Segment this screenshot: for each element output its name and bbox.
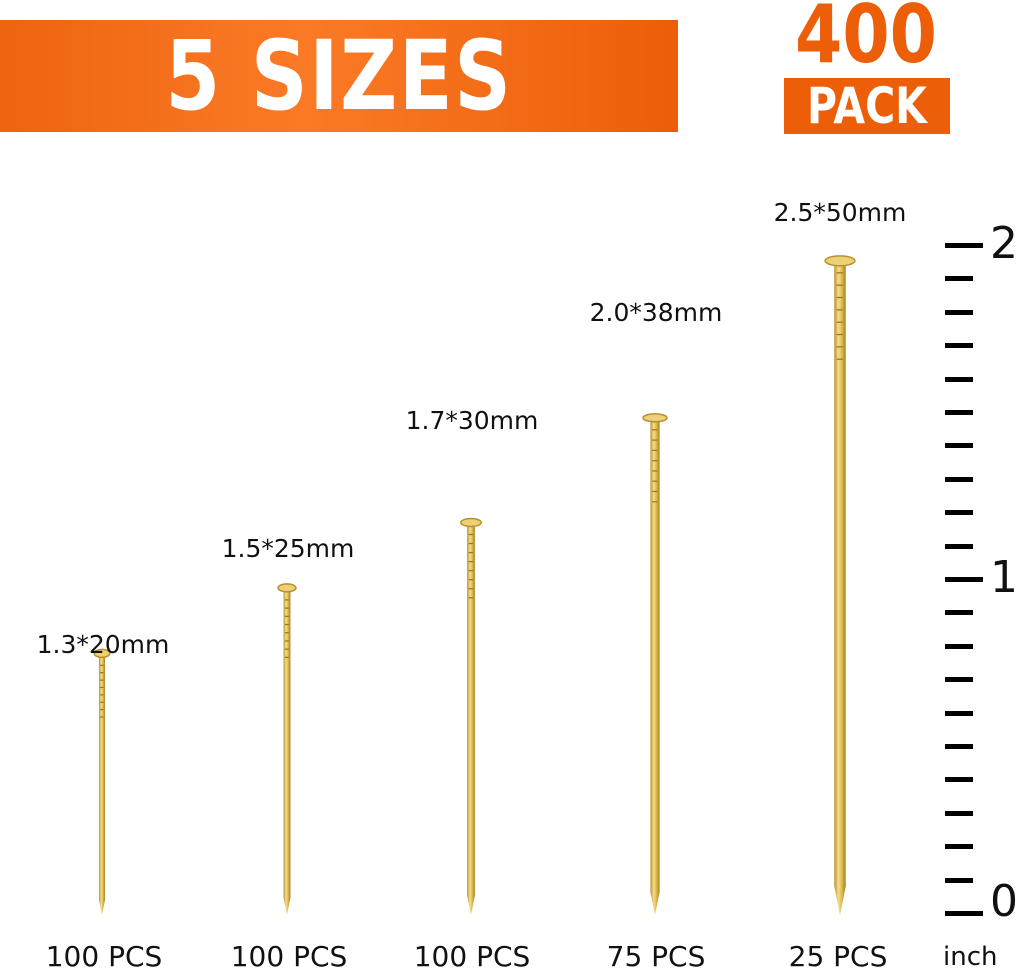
pack-badge: 400 PACK <box>780 0 952 136</box>
ruler-tick <box>945 543 973 549</box>
pack-label-box: PACK <box>784 77 950 135</box>
ruler-tick <box>945 343 973 349</box>
ruler-tick <box>945 243 983 248</box>
nail-quantity-label: 100 PCS <box>413 940 531 973</box>
ruler-tick <box>945 309 973 315</box>
ruler-tick <box>945 610 973 616</box>
nail <box>460 517 482 915</box>
ruler-tick <box>945 677 973 683</box>
nail <box>277 583 297 915</box>
nail-shank <box>650 417 660 915</box>
ruler-tick <box>945 643 973 649</box>
banner-title: 5 SIZES <box>165 20 513 132</box>
nail-head <box>824 255 856 267</box>
title-banner: 5 SIZES <box>0 20 678 132</box>
nail-size-label: 1.3*20mm <box>36 630 170 659</box>
nail <box>93 648 111 915</box>
ruler-tick <box>945 844 973 850</box>
nail <box>642 413 668 915</box>
ruler-label-0: 0 <box>990 876 1018 927</box>
nail-size-label: 1.5*25mm <box>221 534 355 563</box>
ruler-label-1: 1 <box>990 552 1018 603</box>
ruler-tick <box>945 443 973 449</box>
ruler-tick <box>945 911 983 916</box>
nail-shank <box>283 587 291 915</box>
nail-head <box>460 517 482 528</box>
ruler-tick <box>945 510 973 516</box>
ruler-tick <box>945 810 973 816</box>
ruler-tick <box>945 376 973 382</box>
ruler-tick <box>945 744 973 749</box>
pack-label: PACK <box>807 77 927 135</box>
nail-quantity-label: 25 PCS <box>788 940 888 973</box>
nail-shank <box>834 260 846 915</box>
ruler-tick <box>945 476 973 482</box>
nail-head <box>277 583 297 593</box>
nail-size-label: 2.0*38mm <box>589 298 723 327</box>
ruler-tick <box>945 410 973 415</box>
ruler-unit: inch <box>943 942 998 972</box>
ruler-tick <box>945 877 973 883</box>
ruler-label-2: 2 <box>990 218 1018 269</box>
nail-head <box>93 648 111 659</box>
nail-quantity-label: 75 PCS <box>606 940 706 973</box>
nail-quantity-label: 100 PCS <box>230 940 348 973</box>
ruler-tick <box>945 777 973 783</box>
nail-quantity-label: 100 PCS <box>45 940 163 973</box>
ruler-tick <box>945 577 983 582</box>
nail-size-label: 2.5*50mm <box>773 198 907 227</box>
nail <box>824 255 856 915</box>
nail-head <box>642 413 668 423</box>
nail-shank <box>467 522 475 915</box>
ruler-tick <box>945 276 973 282</box>
ruler-tick <box>945 710 973 716</box>
nail-size-label: 1.7*30mm <box>405 406 539 435</box>
pack-count: 400 <box>795 0 937 81</box>
nail-shank <box>99 653 105 915</box>
